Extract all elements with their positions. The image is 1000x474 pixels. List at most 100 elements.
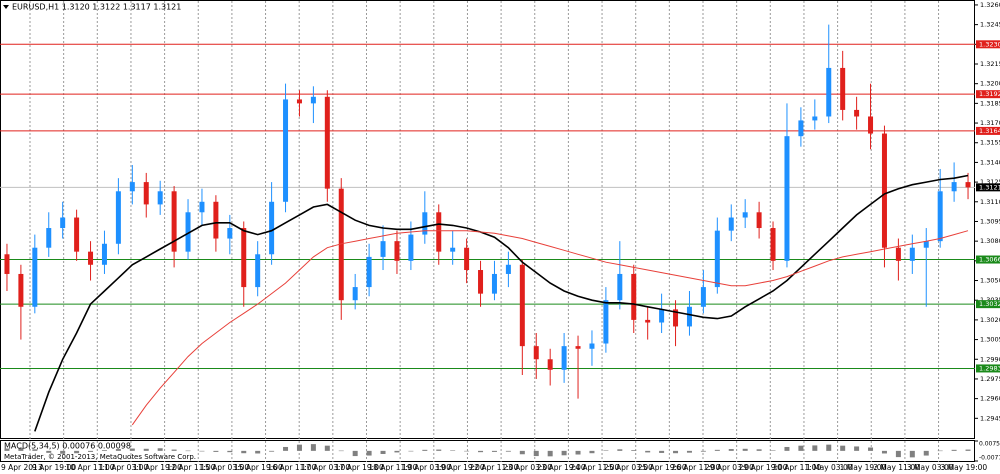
macd-bar	[812, 445, 818, 451]
plot	[4, 24, 971, 458]
candle-body	[728, 217, 734, 231]
candle-body	[603, 300, 609, 344]
candle-body	[199, 201, 205, 213]
candle-body	[255, 254, 261, 288]
x-tick-label: 10 Apr 11:00	[66, 463, 115, 472]
x-tick-label: 30 Apr 11:00	[772, 463, 821, 472]
macd-bar	[450, 450, 456, 451]
macd-y-tick-label: 0.00759	[979, 441, 1000, 448]
x-tick-label: 19 Apr 03:00	[402, 463, 451, 472]
y-tick-label: 1.3020	[980, 316, 1000, 324]
moving-average	[34, 174, 969, 432]
macd-bar	[603, 450, 609, 451]
y-tick-label: 1.2960	[980, 395, 1000, 403]
macd-bar	[283, 446, 289, 451]
x-tick-label: 11 Apr 19:00	[133, 463, 182, 472]
candle-body	[519, 264, 525, 347]
macd-bar	[46, 450, 52, 453]
macd-bar	[728, 449, 734, 451]
macd-bar	[505, 450, 511, 452]
macd-bar	[965, 449, 971, 451]
candle-body	[561, 346, 567, 370]
macd-bar	[673, 450, 679, 454]
level-label-box	[976, 300, 1000, 309]
candle-body	[798, 120, 804, 137]
macd-bar	[659, 450, 665, 453]
level-label-box	[976, 40, 1000, 49]
macd-bar	[631, 450, 637, 451]
candle-body	[394, 241, 400, 261]
candle-body	[965, 182, 971, 188]
candle-body	[673, 309, 679, 327]
x-tick-label: 1 May 19:00	[840, 463, 887, 472]
macd-bar	[296, 444, 302, 451]
macd-bar	[519, 450, 525, 455]
macd-bar	[686, 450, 692, 453]
macd-bar	[547, 450, 553, 457]
macd-bar	[157, 448, 163, 451]
macd-bar	[491, 450, 497, 452]
candle-body	[840, 67, 846, 110]
x-tick-label: 3 May 03:00	[907, 463, 954, 472]
candle-body	[185, 212, 191, 252]
candle-body	[742, 212, 748, 218]
candle-body	[784, 136, 790, 261]
level-label: 1.2983	[979, 364, 1000, 372]
macd-bar	[937, 450, 943, 452]
macd-bar	[129, 448, 135, 451]
macd-bar	[770, 450, 776, 451]
candle-body	[659, 309, 665, 323]
x-tick-label: 9 Apr 19:00	[32, 463, 76, 472]
macd-bar	[714, 449, 720, 451]
level-label: 1.3192	[979, 90, 1000, 98]
y-tick-label: 1.3260	[980, 1, 1000, 9]
macd-bar	[338, 450, 344, 452]
macd-bar	[352, 450, 358, 457]
last-price-label: 1.3121	[979, 183, 1000, 191]
macd-bar	[784, 446, 790, 451]
candle-body	[491, 273, 497, 294]
candle-body	[881, 133, 887, 248]
candle-body	[617, 273, 623, 301]
candle-body	[269, 201, 275, 255]
candle-body	[366, 256, 372, 288]
candle-body	[60, 217, 66, 229]
macd-bar	[366, 450, 372, 456]
y-tick-label: 1.3110	[980, 198, 1000, 206]
y-tick-label: 1.3125	[980, 178, 1000, 186]
x-tick-label: 9 Apr 2013	[1, 463, 43, 472]
macd-bar	[561, 450, 567, 456]
candle-body	[547, 359, 553, 370]
candle-body	[241, 228, 247, 288]
macd-bar	[951, 449, 957, 451]
title-arrow	[3, 5, 9, 9]
x-tick-label: 26 Apr 11:00	[671, 463, 720, 472]
x-tick-label: 29 Apr 03:00	[705, 463, 754, 472]
candle-body	[46, 228, 52, 248]
candle-body	[74, 217, 80, 252]
candle-body	[533, 346, 539, 360]
macd-panel	[0, 440, 975, 462]
x-tick-label: 11 Apr 03:00	[99, 463, 148, 472]
macd-bar	[700, 450, 706, 452]
candle-body	[88, 251, 94, 265]
macd-bar	[185, 450, 191, 452]
x-tick-label: 2 May 11:00	[873, 463, 920, 472]
macd-bar	[575, 450, 581, 455]
candle-body	[714, 230, 720, 288]
candle-body	[422, 212, 428, 235]
level-label: 1.3066	[979, 256, 1000, 264]
macd-bar	[617, 449, 623, 451]
level-label-box	[976, 364, 1000, 373]
y-tick-label: 1.2975	[980, 375, 1000, 383]
macd-bar	[909, 450, 915, 458]
candle-body	[310, 96, 316, 104]
footer: MetaTrader, © 2001-2013, MetaQuotes Soft…	[4, 453, 196, 461]
candle-body	[213, 201, 219, 239]
level-label-box	[976, 90, 1000, 99]
macd-bar	[826, 444, 832, 451]
macd-bar	[227, 450, 233, 453]
x-tick-label: 29 Apr 19:00	[739, 463, 788, 472]
candle-body	[937, 191, 943, 242]
y-tick-label: 1.3080	[980, 237, 1000, 245]
